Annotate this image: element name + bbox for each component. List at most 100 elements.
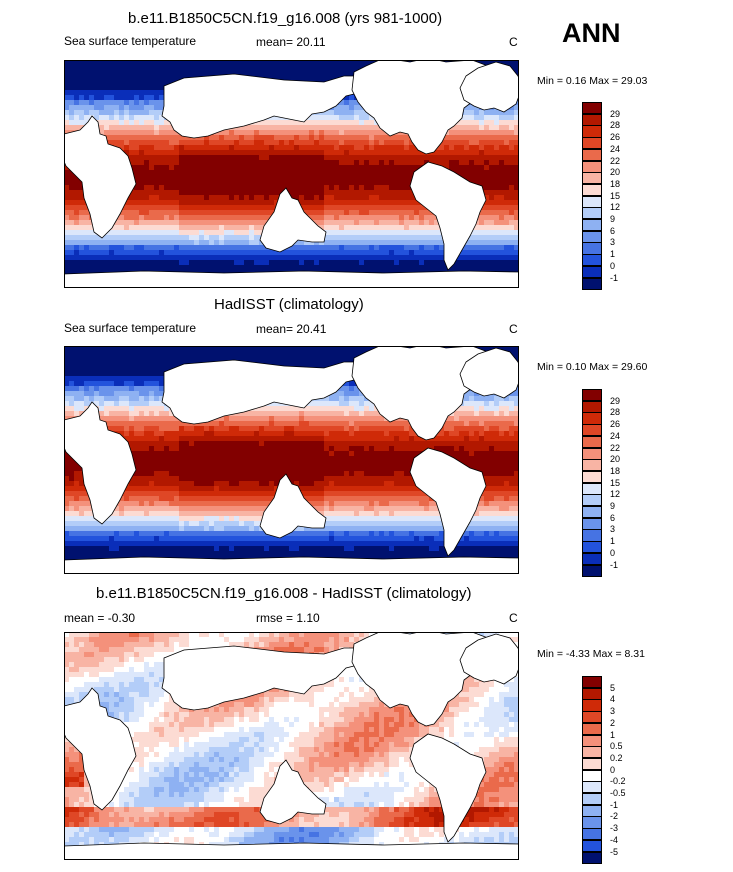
field-cell	[264, 150, 270, 156]
field-cell	[349, 100, 355, 106]
field-cell	[214, 65, 220, 71]
land-mass	[459, 61, 519, 113]
colorbar-swatch	[582, 125, 602, 138]
field-cell	[174, 215, 180, 221]
field-cell	[329, 175, 335, 181]
field-cell	[309, 265, 315, 271]
field-cell	[154, 105, 160, 111]
field-cell	[324, 140, 330, 146]
field-cell	[389, 215, 395, 221]
field-cell	[374, 155, 380, 161]
field-cell	[249, 210, 255, 216]
field-cell	[74, 185, 80, 191]
field-cell	[244, 165, 250, 171]
field-cell	[99, 60, 105, 66]
field-cell	[144, 240, 150, 246]
field-cell	[219, 255, 225, 261]
field-cell	[344, 70, 350, 76]
field-cell	[339, 351, 345, 357]
field-cell	[279, 140, 285, 146]
field-cell	[424, 255, 430, 261]
field-cell	[244, 170, 250, 176]
field-cell	[144, 190, 150, 196]
colorbar-swatch	[582, 160, 602, 173]
field-cell	[244, 240, 250, 246]
field-cell	[434, 155, 440, 161]
field-cell	[129, 145, 135, 151]
field-cell	[494, 140, 500, 146]
field-cell	[384, 160, 390, 166]
field-cell	[494, 200, 500, 206]
field-cell	[469, 140, 475, 146]
field-cell	[164, 225, 170, 231]
field-cell	[164, 175, 170, 181]
field-cell	[354, 260, 360, 266]
field-cell	[239, 165, 245, 171]
field-cell	[474, 130, 480, 136]
field-cell	[389, 145, 395, 151]
field-cell	[104, 376, 110, 382]
field-cell	[484, 140, 490, 146]
field-cell	[289, 356, 295, 362]
field-cell	[139, 155, 145, 161]
field-cell	[129, 75, 135, 81]
field-cell	[179, 175, 185, 181]
field-cell	[159, 150, 165, 156]
field-cell	[129, 361, 135, 367]
field-cell	[204, 165, 210, 171]
field-cell	[434, 265, 440, 271]
field-cell	[289, 130, 295, 136]
field-cell	[74, 65, 80, 71]
field-cell	[394, 175, 400, 181]
field-cell	[409, 235, 415, 241]
field-cell	[249, 155, 255, 161]
field-cell	[444, 145, 450, 151]
field-cell	[159, 265, 165, 271]
field-cell	[69, 250, 75, 256]
field-cell	[174, 130, 180, 136]
field-cell	[509, 245, 515, 251]
field-cell	[164, 245, 170, 251]
field-cell	[264, 180, 270, 186]
field-cell	[164, 145, 170, 151]
field-cell	[284, 260, 290, 266]
field-cell	[74, 100, 80, 106]
field-cell	[349, 265, 355, 271]
field-cell	[199, 346, 205, 352]
field-cell	[139, 235, 145, 241]
field-cell	[239, 145, 245, 151]
field-cell	[219, 170, 225, 176]
field-cell	[129, 230, 135, 236]
field-cell	[119, 255, 125, 261]
field-cell	[79, 85, 85, 91]
field-cell	[139, 255, 145, 261]
field-cell	[149, 95, 155, 101]
field-cell	[259, 125, 265, 131]
field-cell	[489, 110, 495, 116]
field-cell	[274, 346, 280, 352]
field-cell	[369, 210, 375, 216]
field-cell	[299, 265, 305, 271]
field-cell	[274, 190, 280, 196]
field-cell	[269, 175, 275, 181]
field-cell	[514, 240, 519, 246]
field-cell	[339, 140, 345, 146]
field-cell	[239, 215, 245, 221]
field-cell	[124, 80, 130, 86]
field-cell	[374, 170, 380, 176]
field-cell	[424, 220, 430, 226]
field-cell	[134, 160, 140, 166]
field-cell	[229, 70, 235, 76]
field-cell	[244, 265, 250, 271]
field-cell	[299, 155, 305, 161]
field-cell	[389, 190, 395, 196]
field-cell	[79, 265, 85, 271]
field-cell	[244, 125, 250, 131]
field-cell	[329, 65, 335, 71]
field-cell	[169, 245, 175, 251]
field-cell	[154, 65, 160, 71]
field-cell	[244, 215, 250, 221]
field-cell	[394, 230, 400, 236]
field-cell	[459, 260, 465, 266]
field-cell	[259, 145, 265, 151]
